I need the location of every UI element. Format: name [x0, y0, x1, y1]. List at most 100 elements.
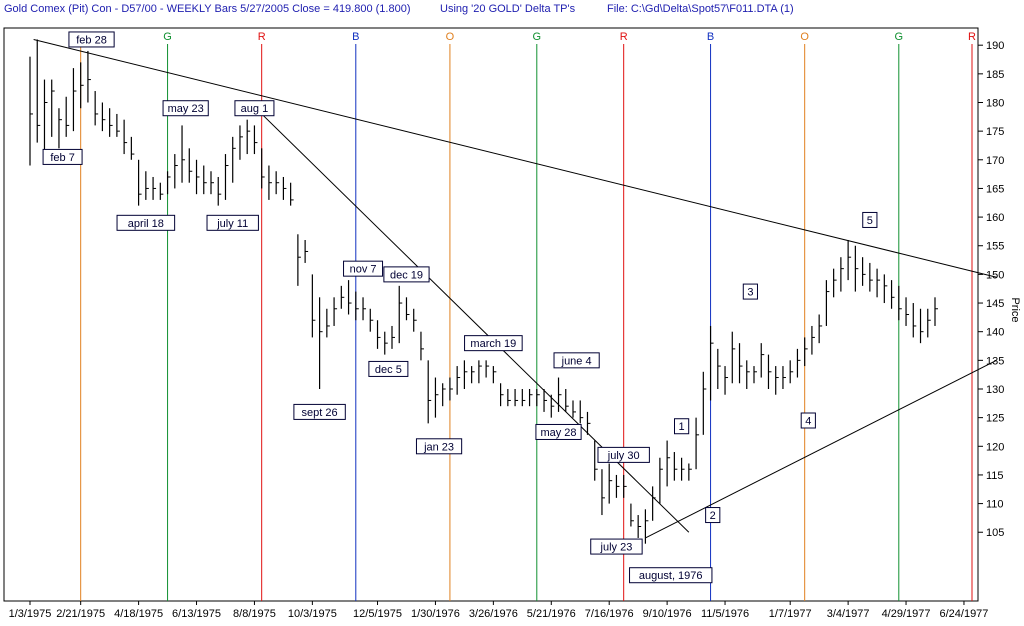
y-tick-label: 185: [986, 69, 1004, 81]
turning-point-label: G: [895, 31, 904, 43]
annotation-label: may 28: [540, 427, 576, 439]
price-bar: [456, 366, 461, 395]
y-axis-label: Price: [1009, 297, 1021, 322]
chart-using-label: Using '20 GOLD' Delta TP's: [440, 3, 576, 15]
date-annotation: july 23: [590, 538, 643, 555]
price-bar: [898, 285, 902, 321]
annotation-box: [206, 214, 259, 231]
price-bar: [210, 171, 214, 195]
y-tick-label: 140: [986, 327, 1004, 339]
price-bar: [912, 303, 917, 338]
x-tick-label: 8/8/1975: [233, 608, 276, 620]
turning-point-label: O: [446, 31, 455, 43]
price-bar: [58, 108, 62, 149]
annotation-box: [68, 31, 115, 48]
date-annotations: feb 28 feb 7 may 23 april 18 aug 1 july 11 nov…: [42, 31, 878, 584]
date-annotation: may 23: [162, 100, 209, 117]
x-tick-label: 6/13/1975: [172, 608, 221, 620]
price-bar: [347, 280, 352, 315]
date-annotation: dec 5: [368, 360, 409, 377]
price-bar: [789, 360, 794, 384]
price-bar: [427, 360, 432, 424]
annotation-box: [464, 335, 523, 352]
price-bar: [919, 308, 924, 344]
y-tick-label: 160: [986, 212, 1004, 224]
price-bar: [804, 337, 808, 367]
annotation-label: july 11: [216, 218, 248, 230]
price-bar: [442, 383, 446, 407]
price-bar: [51, 79, 55, 137]
annotation-label: 2: [710, 510, 716, 522]
turning-point-label: O: [800, 31, 809, 43]
x-tick-label: 4/18/1975: [114, 608, 163, 620]
price-bar: [116, 113, 120, 137]
price-bar: [384, 331, 388, 355]
price-bar: [623, 474, 627, 498]
price-bar: [109, 108, 113, 137]
price-bar: [246, 119, 251, 155]
annotation-label: 1: [679, 421, 685, 433]
price-bar: [500, 383, 504, 407]
annotation-box: [234, 100, 275, 117]
price-bar: [297, 234, 301, 286]
x-axis: 1/3/1975 2/21/1975 4/18/1975 6/13/1975 8/8/1…: [9, 601, 988, 620]
price-bar: [239, 125, 243, 160]
y-tick-label: 110: [986, 499, 1004, 511]
price-bar: [818, 314, 823, 344]
y-tick-label: 170: [986, 155, 1004, 167]
annotation-label: july 30: [607, 450, 640, 462]
price-bar: [724, 366, 729, 395]
plot-area: [3, 27, 979, 602]
price-bar: [796, 348, 801, 378]
price-bar: [608, 463, 613, 504]
trendline: [33, 38, 997, 278]
x-tick-label: 7/16/1976: [585, 608, 634, 620]
price-bar: [282, 176, 287, 200]
chart-file-label: File: C:\Gd\Delta\Spot57\F011.DTA (1): [607, 3, 794, 15]
price-bar: [420, 331, 424, 361]
price-bar: [688, 463, 692, 481]
price-bar: [80, 62, 84, 109]
price-bar: [673, 452, 678, 481]
annotation-box: [800, 412, 816, 429]
annotation-label: sept 26: [302, 407, 338, 419]
price-bar: [434, 377, 439, 418]
annotation-box: [415, 438, 463, 455]
annotation-box: [629, 567, 713, 584]
y-tick-label: 145: [986, 298, 1004, 310]
price-bar: [138, 159, 142, 206]
price-bar: [579, 400, 584, 424]
price-bar: [290, 182, 294, 206]
price-bar: [709, 325, 714, 401]
price-bar: [87, 50, 91, 103]
price-bar: [43, 79, 48, 160]
annotation-label: 4: [805, 416, 811, 428]
annotation-label: nov 7: [350, 264, 377, 276]
price-bar: [492, 366, 497, 384]
turning-point-label: G: [533, 31, 542, 43]
price-bar: [934, 297, 938, 326]
price-bar: [253, 125, 258, 155]
price-bar: [413, 308, 417, 332]
annotation-label: jan 23: [423, 441, 454, 453]
x-tick-label: 3/4/1977: [827, 608, 870, 620]
price-bar: [825, 280, 830, 326]
price-bar: [637, 515, 642, 538]
price-bar: [507, 388, 511, 407]
date-annotation: jan 23: [415, 438, 463, 455]
turning-point-label: R: [620, 31, 628, 43]
price-bar: [840, 257, 844, 292]
price-bar: [319, 297, 323, 389]
price-bar: [463, 360, 468, 389]
turning-point-label: B: [352, 31, 359, 43]
date-annotation: april 18: [116, 214, 176, 231]
annotation-label: feb 28: [76, 34, 107, 46]
turning-point-label: R: [968, 31, 976, 43]
price-bar: [326, 308, 330, 338]
x-tick-label: 4/29/1977: [882, 608, 931, 620]
price-bar: [594, 440, 598, 481]
date-annotation: may 28: [535, 423, 582, 440]
price-bar: [94, 91, 99, 126]
annotation-box: [383, 266, 430, 283]
